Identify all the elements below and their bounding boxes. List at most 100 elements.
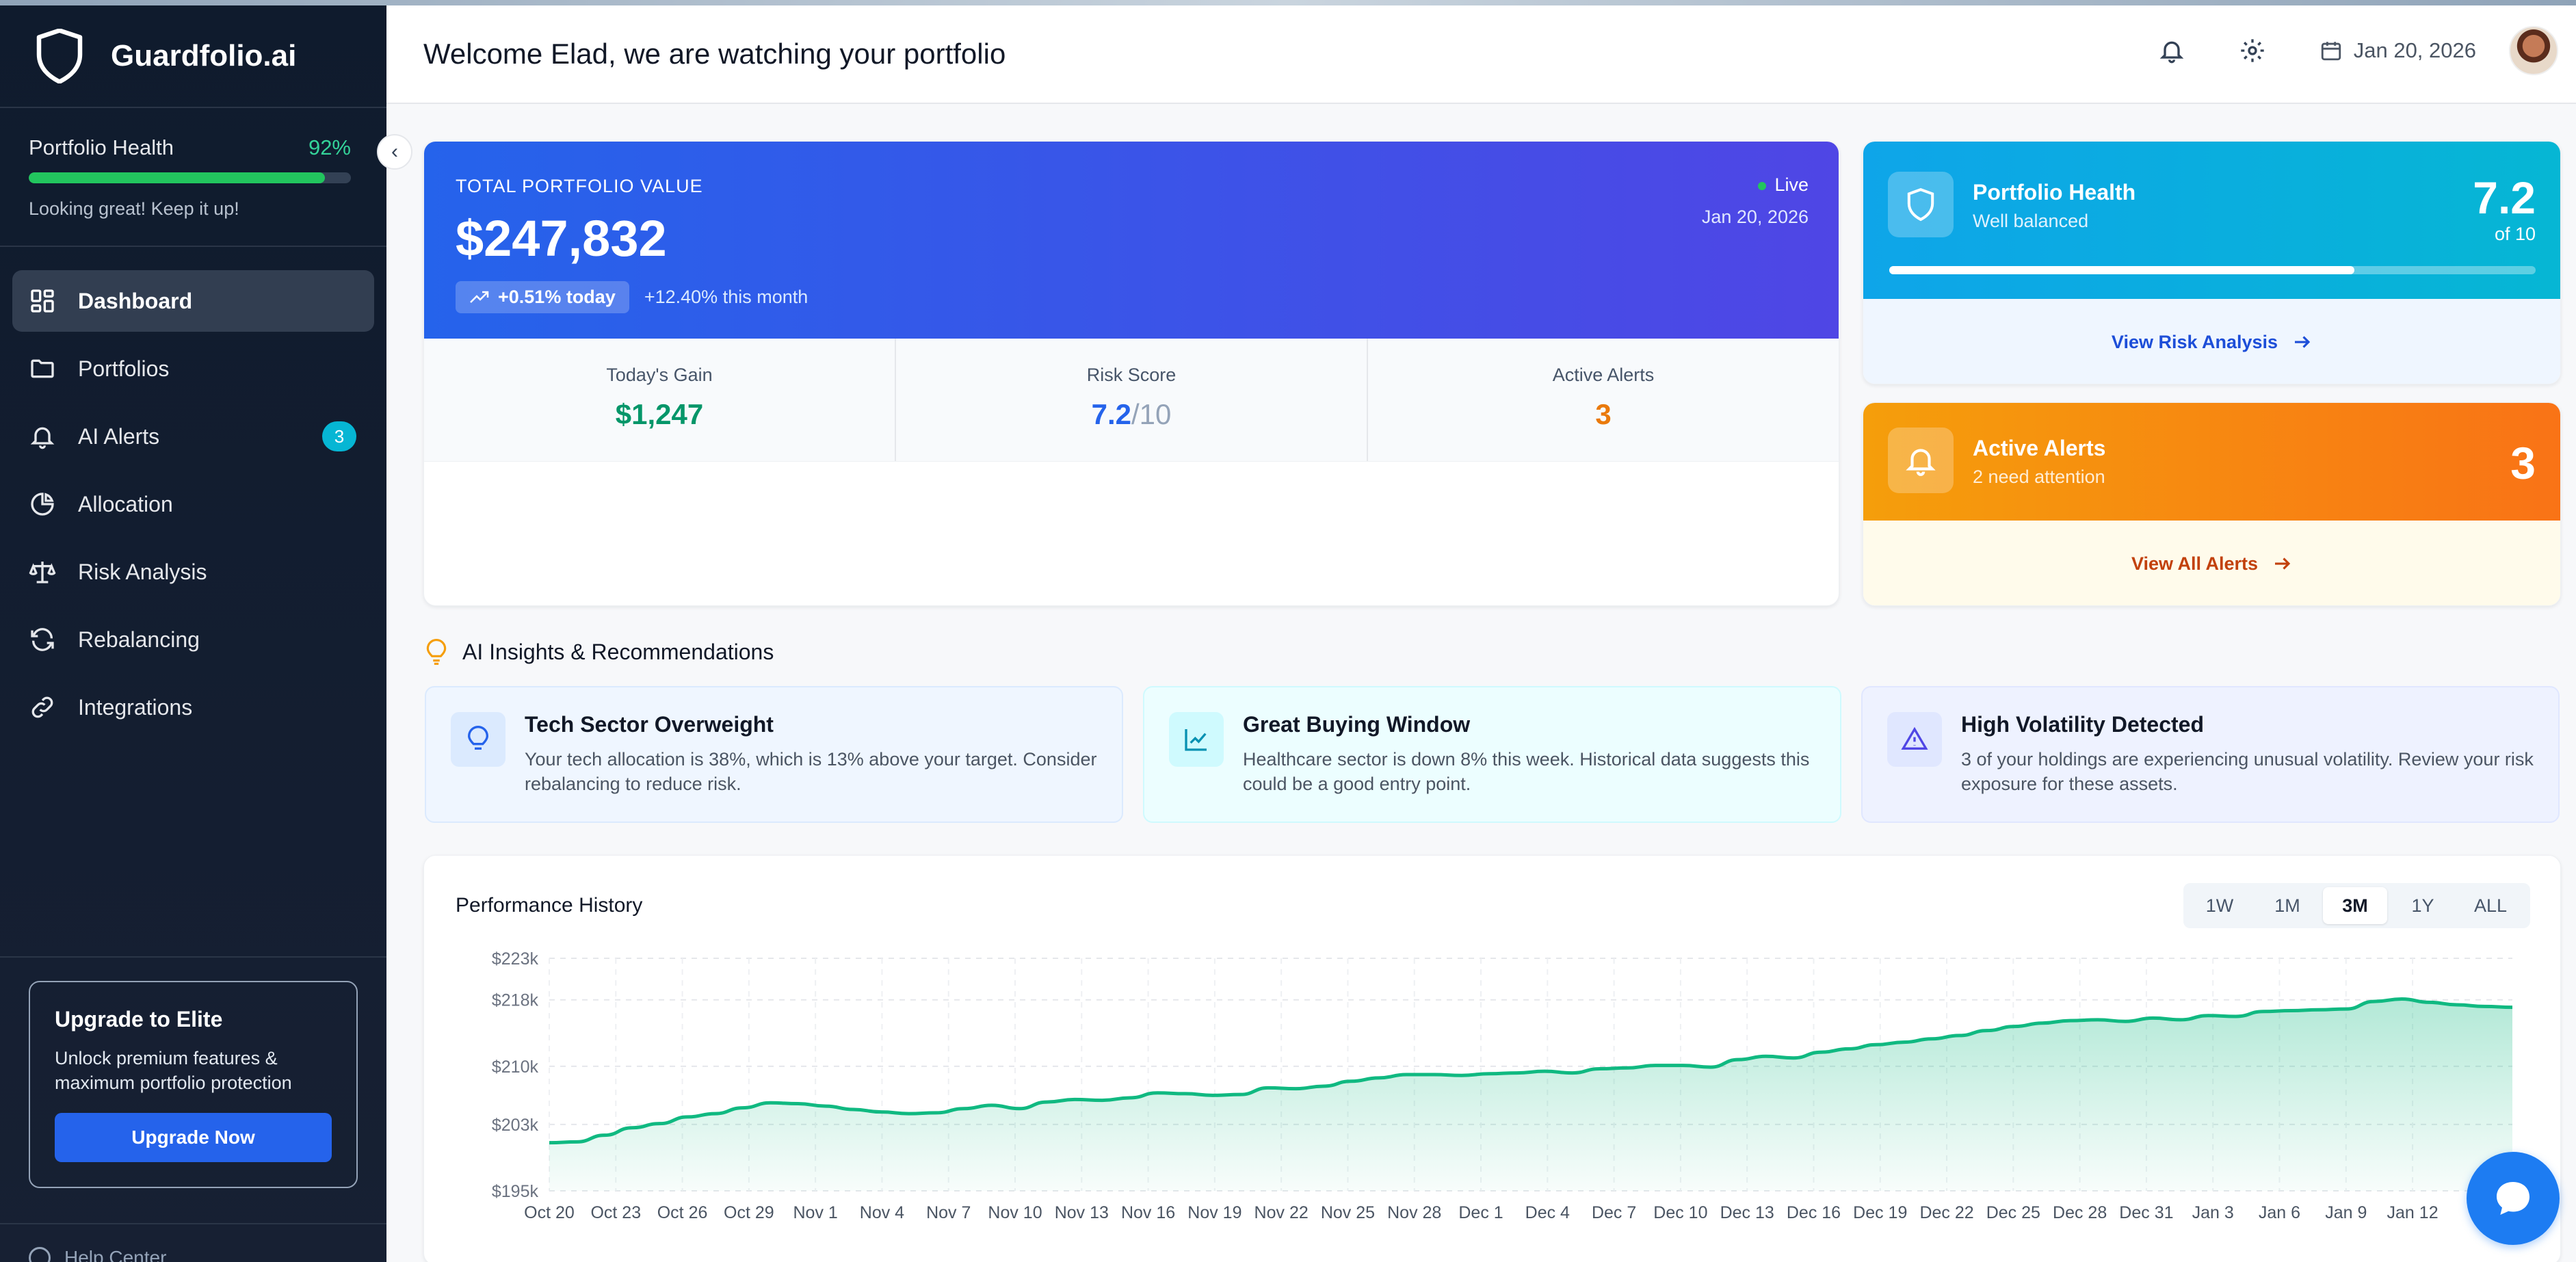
x-tick-label: Dec 10: [1653, 1203, 1707, 1222]
stat-value: $1,247: [615, 398, 704, 430]
page-title: Welcome Elad, we are watching your portf…: [423, 38, 1006, 70]
sidebar-item-label: Risk Analysis: [78, 559, 207, 584]
notification-bell-icon[interactable]: [2158, 37, 2185, 64]
insight-description: Your tech allocation is 38%, which is 13…: [525, 749, 1097, 794]
sidebar: Guardfolio.ai Portfolio Health 92% Looki…: [0, 5, 412, 1262]
view-risk-analysis-label: View Risk Analysis: [2111, 331, 2278, 352]
x-tick-label: Nov 16: [1121, 1203, 1175, 1222]
chat-support-button[interactable]: [2467, 1152, 2560, 1245]
x-tick-label: Dec 16: [1787, 1203, 1841, 1222]
sidebar-item-dashboard[interactable]: Dashboard: [12, 270, 374, 332]
health-label: Portfolio Health: [29, 135, 174, 159]
settings-gear-icon[interactable]: [2239, 37, 2266, 64]
x-tick-label: Nov 28: [1387, 1203, 1441, 1222]
insight-card[interactable]: High Volatility Detected 3 of your holdi…: [1861, 686, 2560, 823]
stat-label: Today's Gain: [606, 365, 713, 385]
live-label: Live: [1774, 174, 1809, 195]
timeframe-1y[interactable]: 1Y: [2411, 895, 2434, 916]
today-change-text: +0.51% today: [498, 287, 616, 307]
sidebar-item-label: Allocation: [78, 491, 173, 516]
x-tick-label: Jan 6: [2259, 1203, 2300, 1222]
chat-bubble-icon: [2497, 1182, 2529, 1215]
brand[interactable]: Guardfolio.ai: [0, 5, 386, 108]
y-tick-label: $203k: [492, 1116, 539, 1135]
bell-icon: [30, 427, 55, 449]
x-tick-label: Nov 13: [1055, 1203, 1109, 1222]
timeframe-selector: 1W 1M 3M 1Y ALL: [2183, 883, 2530, 928]
sidebar-collapse-button[interactable]: ‹: [377, 134, 412, 170]
x-tick-label: Oct 29: [724, 1203, 774, 1222]
portfolio-health-card: Portfolio Health Well balanced 7.2 of 10…: [1863, 141, 2561, 384]
x-tick-label: Jan 9: [2325, 1203, 2367, 1222]
x-tick-label: Jan 12: [2387, 1203, 2439, 1222]
timeframe-3m[interactable]: 3M: [2323, 887, 2387, 924]
stat-label: Risk Score: [1086, 365, 1177, 385]
help-divider: [0, 1223, 386, 1224]
y-tick-label: $195k: [492, 1182, 539, 1201]
performance-line: [549, 997, 2513, 1145]
upgrade-now-button[interactable]: Upgrade Now: [55, 1113, 332, 1162]
sidebar-item-risk-analysis[interactable]: Risk Analysis: [12, 541, 374, 603]
active-alerts-card: Active Alerts 2 need attention 3 View Al…: [1863, 402, 2561, 606]
bell-icon: [1888, 428, 1954, 493]
health-progress-fill: [29, 172, 326, 183]
performance-card: $223k $218k $210k $203k $195k Oct 20 Oct 23 Oct…: [423, 855, 2561, 1262]
sidebar-health: Portfolio Health 92% Looking great! Keep…: [0, 108, 412, 247]
insight-card[interactable]: Great Buying Window Healthcare sector is…: [1143, 686, 1841, 823]
sidebar-item-label: Dashboard: [78, 288, 193, 313]
x-tick-label: Nov 4: [860, 1203, 904, 1222]
header-date[interactable]: Jan 20, 2026: [2319, 38, 2476, 63]
view-risk-analysis-link[interactable]: View Risk Analysis: [1863, 299, 2560, 384]
portfolio-date: Jan 20, 2026: [1701, 207, 1809, 227]
x-tick-label: Dec 28: [2053, 1203, 2107, 1222]
x-tick-label: Dec 4: [1525, 1203, 1570, 1222]
performance-title: Performance History: [456, 894, 643, 917]
x-tick-label: Nov 1: [793, 1203, 837, 1222]
insight-title: Tech Sector Overweight: [525, 712, 774, 737]
sidebar-item-rebalancing[interactable]: Rebalancing: [12, 609, 374, 670]
x-tick-label: Dec 31: [2119, 1203, 2173, 1222]
portfolio-value: $247,832: [456, 210, 667, 267]
health-card-title: Portfolio Health: [1973, 180, 2136, 205]
stat-todays-gain: Today's Gain $1,247: [424, 339, 896, 461]
x-tick-label: Dec 25: [1986, 1203, 2040, 1222]
sidebar-item-ai-alerts[interactable]: AI Alerts 3: [12, 406, 374, 467]
timeframe-1m[interactable]: 1M: [2274, 895, 2300, 916]
lightbulb-icon: [426, 639, 447, 665]
x-tick-label: Dec 13: [1720, 1203, 1774, 1222]
health-percent: 92%: [308, 135, 351, 159]
dashboard-icon: [31, 289, 54, 313]
shield-icon: [1888, 172, 1954, 237]
timeframe-all[interactable]: ALL: [2473, 895, 2508, 916]
help-center-link[interactable]: Help Center: [29, 1247, 166, 1262]
health-score-max: of 10: [2494, 224, 2536, 244]
help-label: Help Center: [64, 1247, 167, 1262]
window-top-strip: [0, 0, 2576, 5]
stat-risk-score: Risk Score 7.2/10: [896, 339, 1368, 461]
folder-icon: [31, 359, 54, 378]
sidebar-item-allocation[interactable]: Allocation: [12, 473, 374, 535]
chevron-left-icon: ‹: [391, 140, 398, 163]
insight-card[interactable]: Tech Sector Overweight Your tech allocat…: [425, 686, 1123, 823]
alerts-card-title: Active Alerts: [1973, 436, 2106, 460]
insight-title: Great Buying Window: [1243, 712, 1471, 737]
user-avatar[interactable]: [2509, 26, 2558, 75]
x-tick-label: Dec 7: [1592, 1203, 1636, 1222]
sidebar-item-label: Integrations: [78, 694, 193, 720]
stat-label: Active Alerts: [1552, 365, 1655, 385]
timeframe-1w[interactable]: 1W: [2205, 895, 2234, 916]
upgrade-title: Upgrade to Elite: [55, 1007, 223, 1031]
portfolio-stats: Today's Gain $1,247 Risk Score 7.2/10 Ac…: [424, 339, 1839, 462]
sidebar-item-label: AI Alerts: [78, 423, 160, 449]
sidebar-item-portfolios[interactable]: Portfolios: [12, 338, 374, 399]
y-tick-label: $218k: [492, 991, 539, 1010]
link-icon: [31, 696, 53, 718]
alerts-count: 3: [2510, 438, 2536, 488]
view-all-alerts-link[interactable]: View All Alerts: [1863, 521, 2560, 605]
header-date-text: Jan 20, 2026: [2353, 38, 2476, 62]
x-tick-label: Nov 10: [988, 1203, 1042, 1222]
health-card-progress: [1889, 266, 2536, 274]
x-tick-label: Nov 7: [926, 1203, 971, 1222]
sidebar-item-integrations[interactable]: Integrations: [12, 676, 374, 738]
live-status: Live Jan 20, 2026: [1702, 174, 1809, 228]
